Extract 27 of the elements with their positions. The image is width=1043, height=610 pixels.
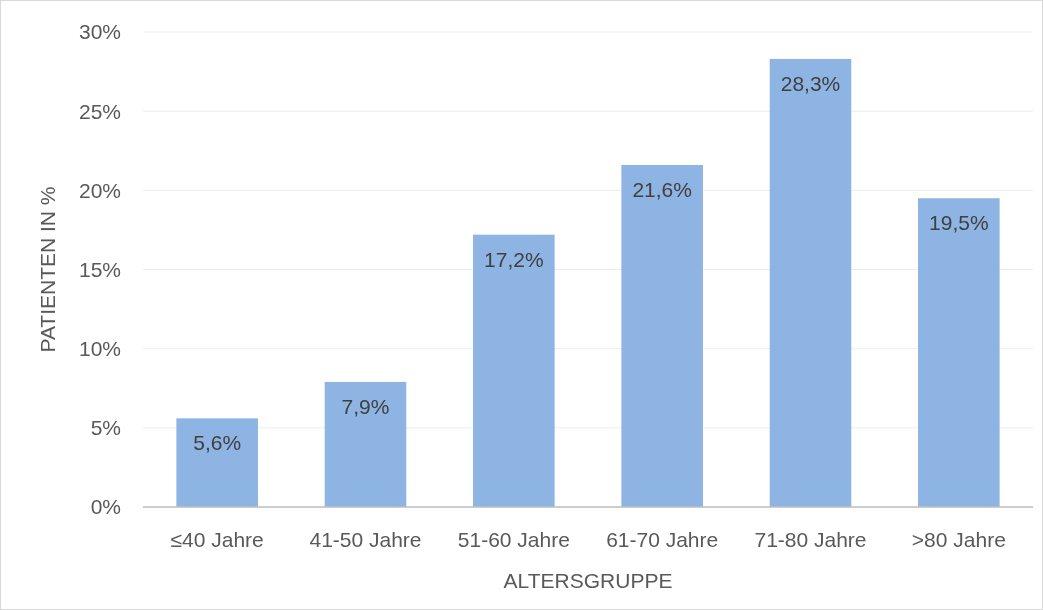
y-tick-label: 5%: [90, 416, 121, 440]
data-label: 19,5%: [929, 211, 989, 235]
data-label: 5,6%: [193, 431, 242, 455]
x-tick-label: 71-80 Jahre: [754, 528, 867, 551]
y-tick-label: 25%: [78, 99, 121, 123]
y-tick-label: 10%: [78, 337, 121, 361]
data-label: 17,2%: [484, 247, 544, 271]
bar: [918, 198, 1000, 507]
y-tick-label: 20%: [78, 178, 121, 202]
y-tick-label: 15%: [78, 257, 121, 281]
x-tick-label: 51-60 Jahre: [457, 528, 570, 551]
x-tick-label: 41-50 Jahre: [309, 528, 422, 551]
bar: [324, 381, 407, 507]
y-axis-title: PATIENTEN IN %: [36, 186, 59, 353]
bar: [176, 418, 258, 507]
y-tick-label: 30%: [78, 20, 121, 44]
y-tick-label: 0%: [90, 495, 121, 519]
data-label: 28,3%: [780, 71, 841, 95]
bar: [769, 58, 852, 507]
data-label: 21,6%: [632, 178, 692, 201]
data-label: 7,9%: [341, 394, 390, 418]
x-axis-title: ALTERSGRUPPE: [503, 569, 673, 592]
x-tick-label: ≤40 Jahre: [170, 528, 264, 551]
bar: [473, 234, 555, 507]
x-tick-label: >80 Jahre: [911, 528, 1006, 551]
bar: [621, 165, 703, 507]
x-tick-label: 61-70 Jahre: [606, 528, 719, 551]
